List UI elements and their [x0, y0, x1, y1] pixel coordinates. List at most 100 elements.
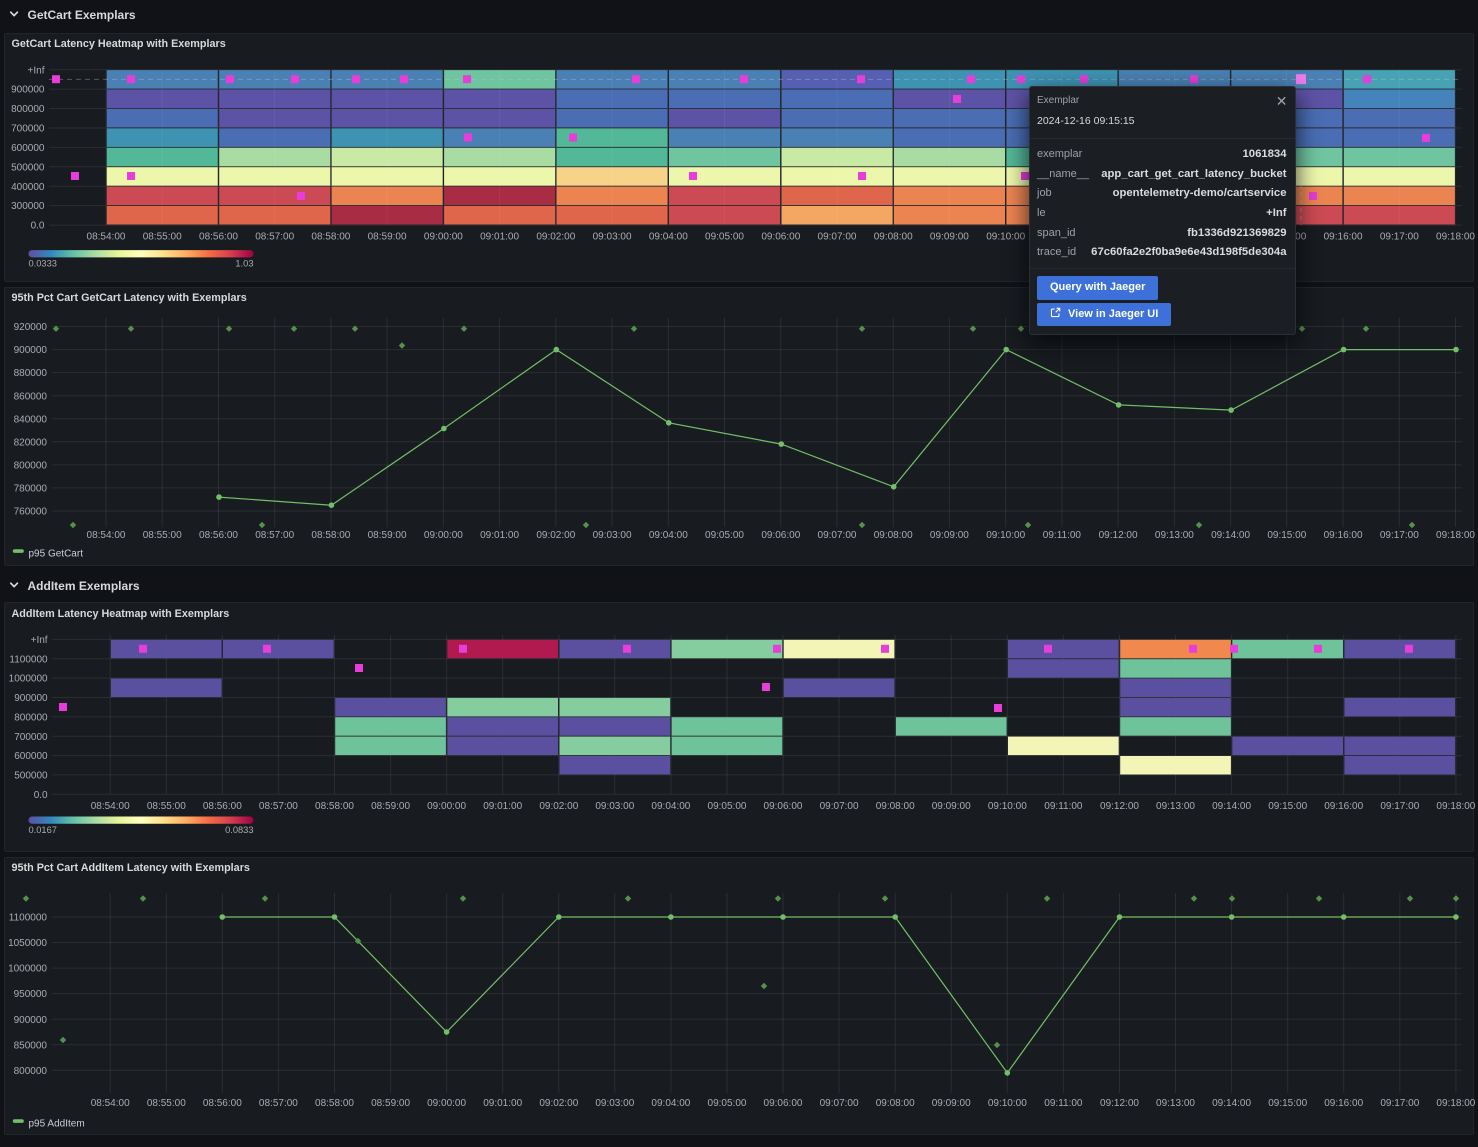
- svg-text:800000: 800000: [14, 461, 48, 472]
- svg-text:p95 GetCart: p95 GetCart: [29, 549, 84, 560]
- svg-text:09:07:00: 09:07:00: [818, 232, 857, 243]
- svg-text:09:00:00: 09:00:00: [424, 530, 463, 541]
- svg-text:08:58:00: 08:58:00: [315, 801, 354, 812]
- svg-text:+Inf: +Inf: [28, 65, 45, 76]
- svg-text:09:08:00: 09:08:00: [874, 530, 913, 541]
- svg-text:08:54:00: 08:54:00: [87, 530, 126, 541]
- svg-text:08:54:00: 08:54:00: [87, 232, 126, 243]
- svg-text:09:16:00: 09:16:00: [1324, 232, 1363, 243]
- svg-text:600000: 600000: [14, 751, 48, 762]
- svg-text:920000: 920000: [14, 322, 48, 333]
- svg-text:09:04:00: 09:04:00: [649, 530, 688, 541]
- svg-text:09:11:00: 09:11:00: [1044, 1098, 1083, 1109]
- svg-text:09:09:00: 09:09:00: [932, 801, 971, 812]
- svg-text:09:08:00: 09:08:00: [874, 232, 913, 243]
- svg-text:09:10:00: 09:10:00: [988, 801, 1027, 812]
- svg-text:09:15:00: 09:15:00: [1268, 801, 1307, 812]
- svg-text:0.0167: 0.0167: [29, 825, 57, 835]
- svg-text:09:02:00: 09:02:00: [536, 232, 575, 243]
- svg-text:900000: 900000: [11, 85, 45, 96]
- svg-text:09:13:00: 09:13:00: [1155, 530, 1194, 541]
- svg-text:300000: 300000: [11, 201, 45, 212]
- svg-text:09:06:00: 09:06:00: [761, 232, 800, 243]
- svg-text:09:06:00: 09:06:00: [764, 1098, 803, 1109]
- svg-text:09:06:00: 09:06:00: [761, 530, 800, 541]
- svg-text:09:17:00: 09:17:00: [1380, 530, 1419, 541]
- svg-text:1000000: 1000000: [9, 674, 48, 685]
- svg-text:09:09:00: 09:09:00: [930, 530, 969, 541]
- svg-text:1100000: 1100000: [9, 654, 48, 665]
- svg-text:08:58:00: 08:58:00: [311, 232, 350, 243]
- svg-text:1100000: 1100000: [9, 913, 48, 924]
- svg-text:08:56:00: 08:56:00: [203, 801, 242, 812]
- svg-text:08:57:00: 08:57:00: [255, 232, 294, 243]
- svg-text:09:00:00: 09:00:00: [427, 1098, 466, 1109]
- svg-text:09:09:00: 09:09:00: [930, 232, 969, 243]
- svg-text:08:56:00: 08:56:00: [199, 530, 238, 541]
- svg-text:09:05:00: 09:05:00: [705, 232, 744, 243]
- svg-text:700000: 700000: [14, 732, 48, 743]
- svg-text:09:15:00: 09:15:00: [1268, 1098, 1307, 1109]
- svg-text:09:14:00: 09:14:00: [1212, 801, 1251, 812]
- svg-text:08:54:00: 08:54:00: [91, 801, 130, 812]
- svg-text:800000: 800000: [14, 712, 48, 723]
- svg-text:09:05:00: 09:05:00: [708, 801, 747, 812]
- svg-text:700000: 700000: [11, 124, 45, 135]
- svg-text:09:13:00: 09:13:00: [1156, 1098, 1195, 1109]
- svg-text:0.0: 0.0: [34, 790, 48, 801]
- svg-text:09:10:00: 09:10:00: [986, 530, 1025, 541]
- svg-text:09:03:00: 09:03:00: [593, 232, 632, 243]
- svg-text:500000: 500000: [11, 162, 45, 173]
- svg-text:p95 AddItem: p95 AddItem: [29, 1119, 85, 1130]
- svg-text:09:11:00: 09:11:00: [1043, 530, 1082, 541]
- svg-text:08:55:00: 08:55:00: [143, 530, 182, 541]
- svg-text:08:59:00: 08:59:00: [371, 801, 410, 812]
- svg-text:950000: 950000: [14, 989, 48, 1000]
- svg-text:600000: 600000: [11, 143, 45, 154]
- svg-text:820000: 820000: [14, 437, 48, 448]
- svg-text:900000: 900000: [14, 693, 48, 704]
- svg-text:08:57:00: 08:57:00: [255, 530, 294, 541]
- svg-text:09:02:00: 09:02:00: [539, 1098, 578, 1109]
- svg-text:500000: 500000: [14, 771, 48, 782]
- svg-text:760000: 760000: [14, 507, 48, 518]
- svg-text:09:18:00: 09:18:00: [1436, 1098, 1475, 1109]
- svg-text:900000: 900000: [14, 345, 48, 356]
- svg-text:1050000: 1050000: [8, 938, 47, 949]
- svg-text:09:06:00: 09:06:00: [764, 801, 803, 812]
- svg-text:1000000: 1000000: [8, 964, 47, 975]
- svg-text:0.0: 0.0: [31, 221, 45, 232]
- svg-text:09:12:00: 09:12:00: [1099, 530, 1138, 541]
- svg-text:09:08:00: 09:08:00: [876, 1098, 915, 1109]
- svg-text:09:02:00: 09:02:00: [539, 801, 578, 812]
- svg-text:08:58:00: 08:58:00: [311, 530, 350, 541]
- svg-text:08:59:00: 08:59:00: [371, 1098, 410, 1109]
- svg-text:09:17:00: 09:17:00: [1380, 801, 1419, 812]
- svg-text:08:56:00: 08:56:00: [199, 232, 238, 243]
- svg-text:+Inf: +Inf: [31, 635, 48, 646]
- svg-text:09:18:00: 09:18:00: [1436, 530, 1475, 541]
- svg-text:09:08:00: 09:08:00: [876, 801, 915, 812]
- svg-text:09:15:00: 09:15:00: [1267, 530, 1306, 541]
- svg-text:09:00:00: 09:00:00: [427, 801, 466, 812]
- svg-text:09:05:00: 09:05:00: [705, 530, 744, 541]
- svg-text:09:16:00: 09:16:00: [1324, 1098, 1363, 1109]
- svg-text:09:04:00: 09:04:00: [651, 1098, 690, 1109]
- svg-text:08:55:00: 08:55:00: [143, 232, 182, 243]
- svg-text:0.0333: 0.0333: [29, 259, 57, 269]
- svg-text:08:54:00: 08:54:00: [91, 1098, 130, 1109]
- svg-text:09:03:00: 09:03:00: [593, 530, 632, 541]
- svg-text:09:05:00: 09:05:00: [708, 1098, 747, 1109]
- svg-text:08:55:00: 08:55:00: [147, 801, 186, 812]
- svg-text:09:07:00: 09:07:00: [820, 801, 859, 812]
- svg-text:09:10:00: 09:10:00: [988, 1098, 1027, 1109]
- svg-text:0.0833: 0.0833: [225, 825, 253, 835]
- svg-text:09:18:00: 09:18:00: [1436, 232, 1475, 243]
- svg-text:09:01:00: 09:01:00: [483, 1098, 522, 1109]
- svg-text:09:16:00: 09:16:00: [1324, 801, 1363, 812]
- svg-text:09:13:00: 09:13:00: [1156, 801, 1195, 812]
- svg-text:1.03: 1.03: [235, 259, 253, 269]
- svg-text:09:00:00: 09:00:00: [424, 232, 463, 243]
- svg-text:09:07:00: 09:07:00: [818, 530, 857, 541]
- svg-text:08:55:00: 08:55:00: [147, 1098, 186, 1109]
